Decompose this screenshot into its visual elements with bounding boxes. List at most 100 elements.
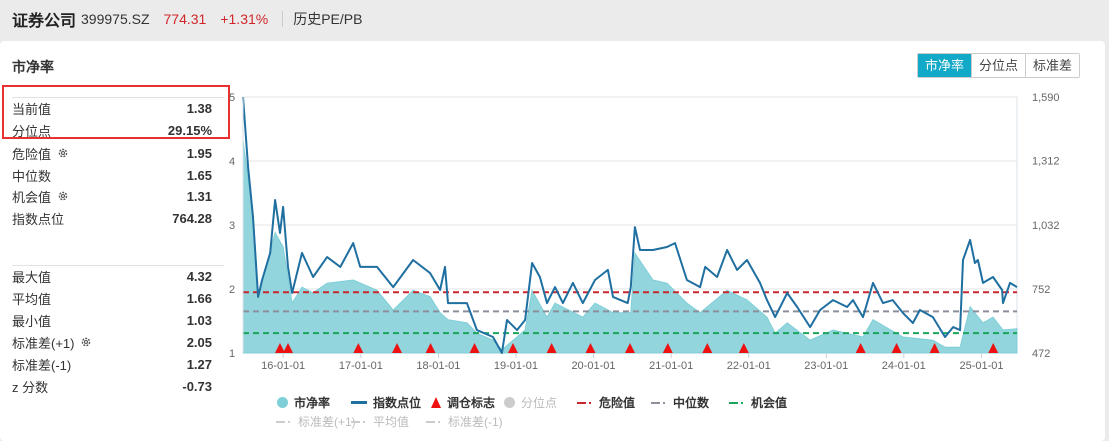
legend-item[interactable]: 标准差(-1) — [426, 413, 503, 430]
stat-value: 1.27 — [186, 356, 212, 372]
stat-row: 中位数 1.65 — [12, 165, 212, 185]
stat-value: 1.95 — [186, 145, 212, 161]
y-left-tick-label: 3 — [229, 220, 235, 232]
highlight-box — [2, 85, 230, 139]
legend-label: 分位点 — [521, 396, 558, 410]
x-tick-label: 19-01-01 — [494, 360, 538, 372]
gear-icon[interactable] — [57, 147, 69, 159]
x-tick-label: 22-01-01 — [727, 360, 771, 372]
dot-icon — [504, 397, 515, 408]
rebalance-marker — [625, 343, 635, 353]
index-change: +1.31% — [220, 11, 269, 27]
x-tick-label: 23-01-01 — [804, 360, 848, 372]
gear-icon[interactable] — [80, 336, 92, 348]
y-left-tick-label: 4 — [229, 156, 235, 168]
rebalance-marker — [585, 343, 596, 353]
legend-item[interactable]: 市净率 — [277, 394, 330, 411]
dash-icon — [577, 401, 593, 404]
legend-item[interactable]: 中位数 — [651, 394, 709, 411]
rebalance-marker — [988, 343, 999, 353]
stat-value: 764.28 — [172, 210, 212, 226]
rebalance-marker — [469, 343, 480, 353]
valuation-card — [0, 41, 1105, 441]
x-tick-label: 24-01-01 — [882, 360, 926, 372]
legend-label: 市净率 — [294, 396, 331, 410]
legend-label: 危险值 — [599, 396, 636, 410]
divider — [12, 97, 224, 98]
index-price: 774.31 — [163, 11, 207, 27]
stat-row: 指数点位 764.28 — [12, 208, 212, 228]
legend-item[interactable]: 平均值 — [351, 413, 409, 430]
stat-value: 1.38 — [186, 100, 212, 116]
legend-label: 中位数 — [673, 396, 710, 410]
stat-row: 最大值 4.32 — [12, 266, 212, 286]
y-right-tick-label: 752 — [1032, 284, 1050, 296]
y-right-tick-label: 1,032 — [1032, 220, 1060, 232]
stat-row: 当前值 1.38 — [12, 98, 212, 118]
y-left-tick-label: 5 — [229, 92, 235, 104]
stat-label: 最小值 — [12, 313, 52, 329]
line-icon — [351, 401, 367, 404]
rebalance-marker — [662, 343, 673, 353]
stat-label: z 分数 — [12, 379, 49, 395]
dash-icon — [729, 401, 745, 404]
legend-label: 标准差(-1) — [448, 415, 503, 429]
legend-item[interactable]: 机会值 — [729, 394, 787, 411]
x-tick-label: 18-01-01 — [416, 360, 460, 372]
tab-pb[interactable]: 市净率 — [918, 54, 972, 77]
x-tick-label: 20-01-01 — [571, 360, 615, 372]
stat-value: 29.15% — [167, 122, 212, 138]
x-tick-label: 17-01-01 — [339, 360, 383, 372]
rebalance-marker — [855, 343, 866, 353]
stat-row: z 分数 -0.73 — [12, 376, 212, 396]
x-tick-label: 21-01-01 — [649, 360, 693, 372]
dash-icon — [651, 401, 667, 404]
divider — [12, 265, 224, 266]
history-pe-pb-link[interactable]: 历史PE/PB — [293, 11, 363, 27]
legend-label: 机会值 — [751, 396, 788, 410]
stat-row: 平均值 1.66 — [12, 288, 212, 308]
tab-std[interactable]: 标准差 — [1025, 54, 1080, 77]
stat-label: 当前值 — [12, 101, 52, 117]
y-right-tick-label: 472 — [1032, 348, 1050, 360]
legend-item[interactable]: 标准差(+1) — [276, 413, 356, 430]
stat-label: 最大值 — [12, 269, 52, 285]
dot-icon — [277, 397, 288, 408]
stat-label: 指数点位 — [12, 211, 65, 227]
y-left-tick-label: 2 — [229, 284, 235, 296]
stat-label: 标准差(+1) — [12, 335, 75, 351]
tab-percentile[interactable]: 分位点 — [971, 54, 1026, 77]
rebalance-marker — [546, 343, 557, 353]
index-name: 证券公司 — [12, 13, 77, 30]
stat-row: 分位点 29.15% — [12, 120, 212, 140]
rebalance-marker — [274, 343, 285, 353]
stat-value: 1.66 — [186, 290, 212, 306]
x-tick-label: 16-01-01 — [261, 360, 305, 372]
metric-tabs: 市净率 分位点 标准差 — [917, 53, 1081, 78]
legend-label: 调仓标志 — [447, 396, 496, 410]
gear-icon[interactable] — [57, 190, 69, 202]
stat-row: 标准差(-1) 1.27 — [12, 354, 212, 374]
legend-item[interactable]: 分位点 — [504, 394, 557, 411]
legend-item[interactable]: 危险值 — [577, 394, 635, 411]
stat-row: 危险值 1.95 — [12, 143, 212, 163]
stat-value: 2.05 — [186, 334, 212, 350]
stat-value: -0.73 — [182, 378, 212, 394]
divider — [282, 11, 284, 27]
stat-label: 中位数 — [12, 168, 52, 184]
stat-row: 机会值 1.31 — [12, 186, 212, 206]
legend-item[interactable]: 指数点位 — [351, 394, 421, 411]
index-line — [242, 96, 1018, 354]
stat-value: 1.65 — [186, 167, 212, 183]
panel-title: 市净率 — [12, 59, 54, 75]
y-right-tick-label: 1,590 — [1032, 92, 1060, 104]
dash-icon — [426, 420, 442, 423]
stat-row: 标准差(+1) 2.05 — [12, 332, 212, 352]
x-tick-label: 25-01-01 — [960, 360, 1004, 372]
stat-label: 机会值 — [12, 189, 52, 205]
stat-value: 4.32 — [186, 268, 212, 284]
pb-area — [242, 139, 1018, 354]
legend-item[interactable]: 调仓标志 — [431, 394, 495, 411]
legend-label: 指数点位 — [373, 396, 422, 410]
